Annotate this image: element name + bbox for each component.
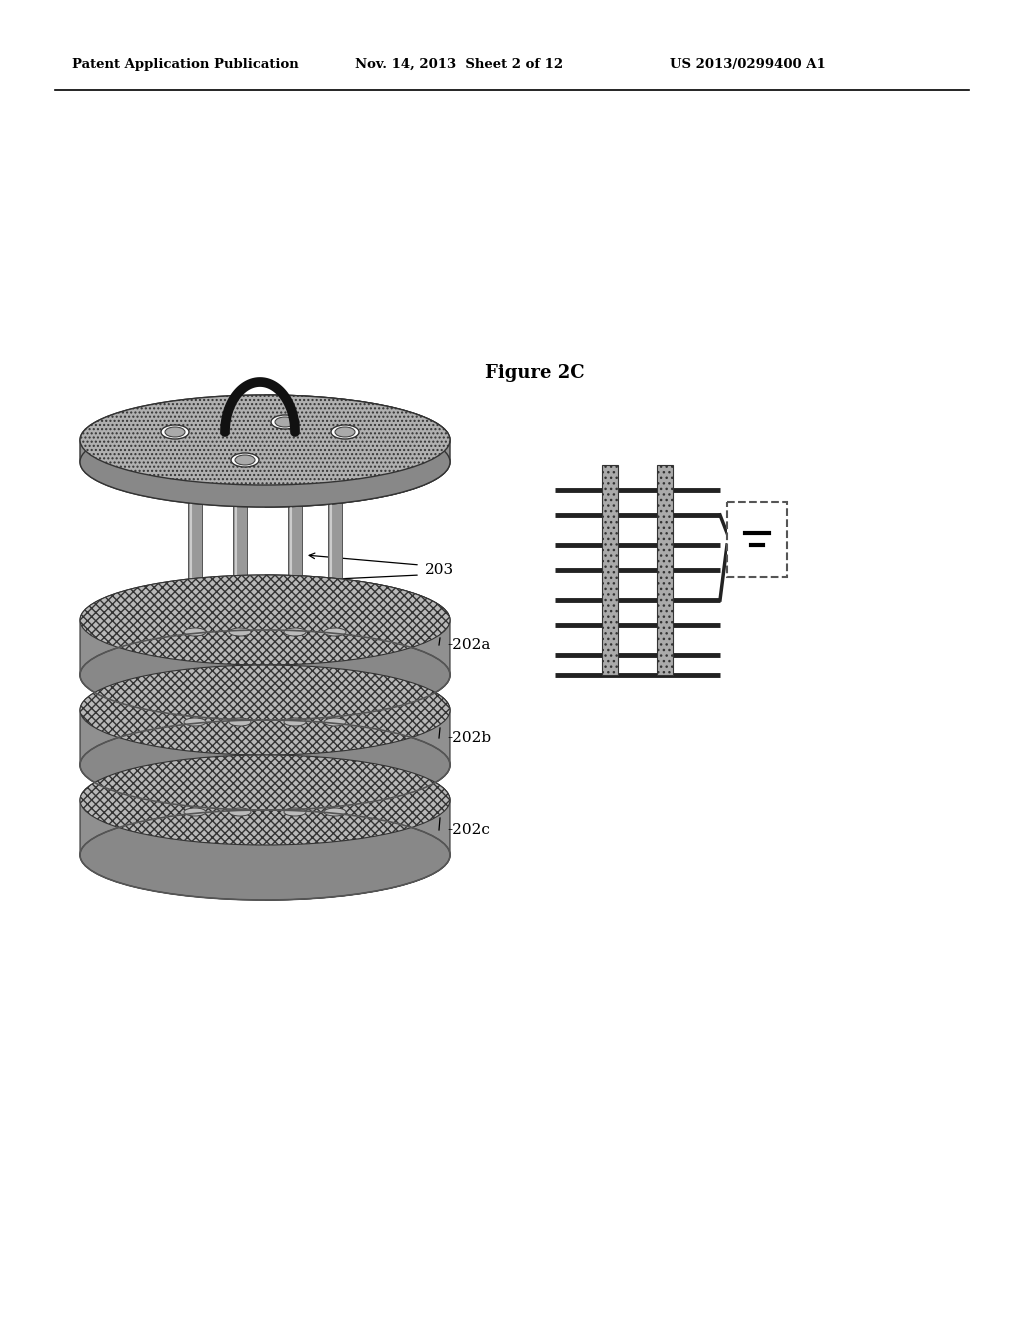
Bar [288, 462, 302, 875]
Bar [727, 502, 787, 577]
Polygon shape [265, 576, 450, 719]
Ellipse shape [80, 665, 450, 755]
Ellipse shape [324, 808, 346, 816]
Ellipse shape [184, 628, 206, 636]
Ellipse shape [229, 808, 251, 816]
Ellipse shape [271, 414, 299, 429]
Polygon shape [265, 665, 450, 810]
Polygon shape [80, 395, 450, 507]
Ellipse shape [324, 718, 346, 726]
Ellipse shape [229, 628, 251, 636]
Text: -202c: -202c [447, 822, 489, 837]
Ellipse shape [80, 810, 450, 900]
Bar [328, 462, 342, 875]
Polygon shape [265, 395, 450, 507]
Text: Nov. 14, 2013  Sheet 2 of 12: Nov. 14, 2013 Sheet 2 of 12 [355, 58, 563, 71]
Text: -202b: -202b [447, 731, 492, 744]
Bar [657, 465, 673, 675]
Ellipse shape [80, 417, 450, 507]
Ellipse shape [284, 718, 306, 726]
Ellipse shape [234, 455, 255, 465]
Ellipse shape [184, 808, 206, 816]
Polygon shape [80, 665, 450, 810]
Ellipse shape [165, 426, 185, 437]
Text: Patent Application Publication: Patent Application Publication [72, 58, 299, 71]
Ellipse shape [324, 628, 346, 636]
Ellipse shape [80, 719, 450, 810]
Ellipse shape [80, 395, 450, 484]
Ellipse shape [331, 425, 359, 440]
Text: US 2013/0299400 A1: US 2013/0299400 A1 [670, 58, 825, 71]
Polygon shape [265, 755, 450, 900]
Text: 203: 203 [425, 564, 454, 577]
Text: -202a: -202a [447, 638, 490, 652]
Ellipse shape [80, 576, 450, 665]
Ellipse shape [275, 417, 295, 426]
Bar [233, 462, 247, 875]
Text: Figure 2C: Figure 2C [485, 364, 585, 381]
Ellipse shape [335, 426, 355, 437]
Bar [188, 462, 202, 875]
Ellipse shape [184, 718, 206, 726]
Ellipse shape [229, 718, 251, 726]
Ellipse shape [284, 808, 306, 816]
Ellipse shape [80, 630, 450, 719]
Polygon shape [80, 755, 450, 900]
Ellipse shape [284, 628, 306, 636]
Polygon shape [80, 576, 450, 719]
Ellipse shape [231, 453, 259, 467]
Ellipse shape [161, 425, 189, 440]
Ellipse shape [80, 755, 450, 845]
Bar [602, 465, 618, 675]
